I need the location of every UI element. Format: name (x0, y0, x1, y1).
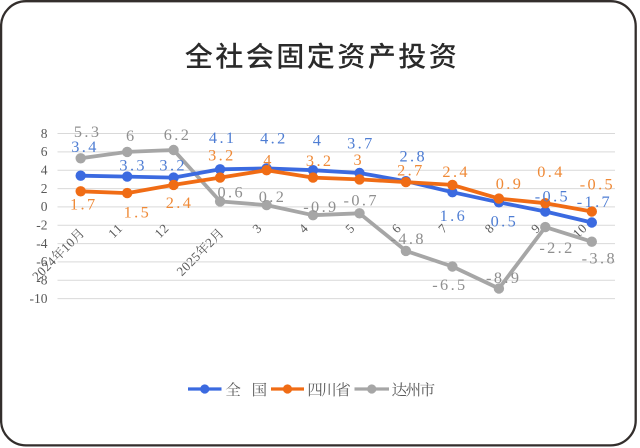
svg-text:4.1: 4.1 (209, 128, 237, 147)
svg-text:-2.2: -2.2 (539, 238, 574, 257)
svg-text:-6.5: -6.5 (432, 275, 467, 294)
svg-text:8: 8 (41, 126, 48, 141)
svg-text:4: 4 (263, 150, 274, 169)
svg-text:4: 4 (41, 163, 48, 178)
svg-text:3: 3 (354, 150, 365, 169)
svg-text:-4: -4 (36, 236, 47, 251)
svg-text:0.4: 0.4 (537, 162, 565, 181)
svg-text:3.2: 3.2 (208, 146, 236, 165)
svg-text:-0.5: -0.5 (535, 187, 570, 206)
svg-text:3.7: 3.7 (347, 134, 375, 153)
svg-text:-10: -10 (30, 291, 48, 306)
svg-text:-0.5: -0.5 (580, 174, 615, 193)
svg-text:-6: -6 (36, 254, 47, 269)
svg-text:1.5: 1.5 (124, 202, 152, 221)
svg-text:3.4: 3.4 (71, 137, 99, 156)
svg-text:2.8: 2.8 (400, 146, 428, 165)
svg-text:1.7: 1.7 (70, 195, 98, 214)
svg-text:-0.9: -0.9 (303, 197, 338, 216)
svg-text:0.6: 0.6 (218, 183, 246, 202)
svg-text:2.4: 2.4 (442, 162, 470, 181)
svg-text:2.7: 2.7 (397, 161, 425, 180)
svg-text:4: 4 (313, 131, 324, 150)
svg-text:3.2: 3.2 (306, 151, 334, 170)
svg-text:3.2: 3.2 (159, 155, 187, 174)
svg-text:5.3: 5.3 (74, 122, 102, 141)
svg-text:2.4: 2.4 (166, 193, 194, 212)
svg-text:3.3: 3.3 (119, 155, 147, 174)
svg-text:6.2: 6.2 (164, 125, 192, 144)
svg-text:6: 6 (126, 126, 137, 145)
svg-text:0.5: 0.5 (491, 211, 519, 230)
svg-text:0.2: 0.2 (259, 187, 287, 206)
svg-text:1.6: 1.6 (440, 206, 468, 225)
svg-text:-3.8: -3.8 (582, 249, 617, 268)
svg-text:-8: -8 (36, 273, 47, 288)
svg-text:4.2: 4.2 (260, 129, 288, 148)
svg-text:0: 0 (41, 199, 48, 214)
svg-text:0.9: 0.9 (496, 174, 524, 193)
svg-text:-1.7: -1.7 (577, 192, 612, 211)
svg-text:-4.8: -4.8 (391, 229, 426, 248)
svg-text:-2: -2 (36, 218, 47, 233)
svg-text:2: 2 (41, 181, 48, 196)
svg-text:6: 6 (41, 144, 48, 159)
svg-text:-8.9: -8.9 (486, 268, 521, 287)
svg-text:-0.7: -0.7 (344, 191, 379, 210)
